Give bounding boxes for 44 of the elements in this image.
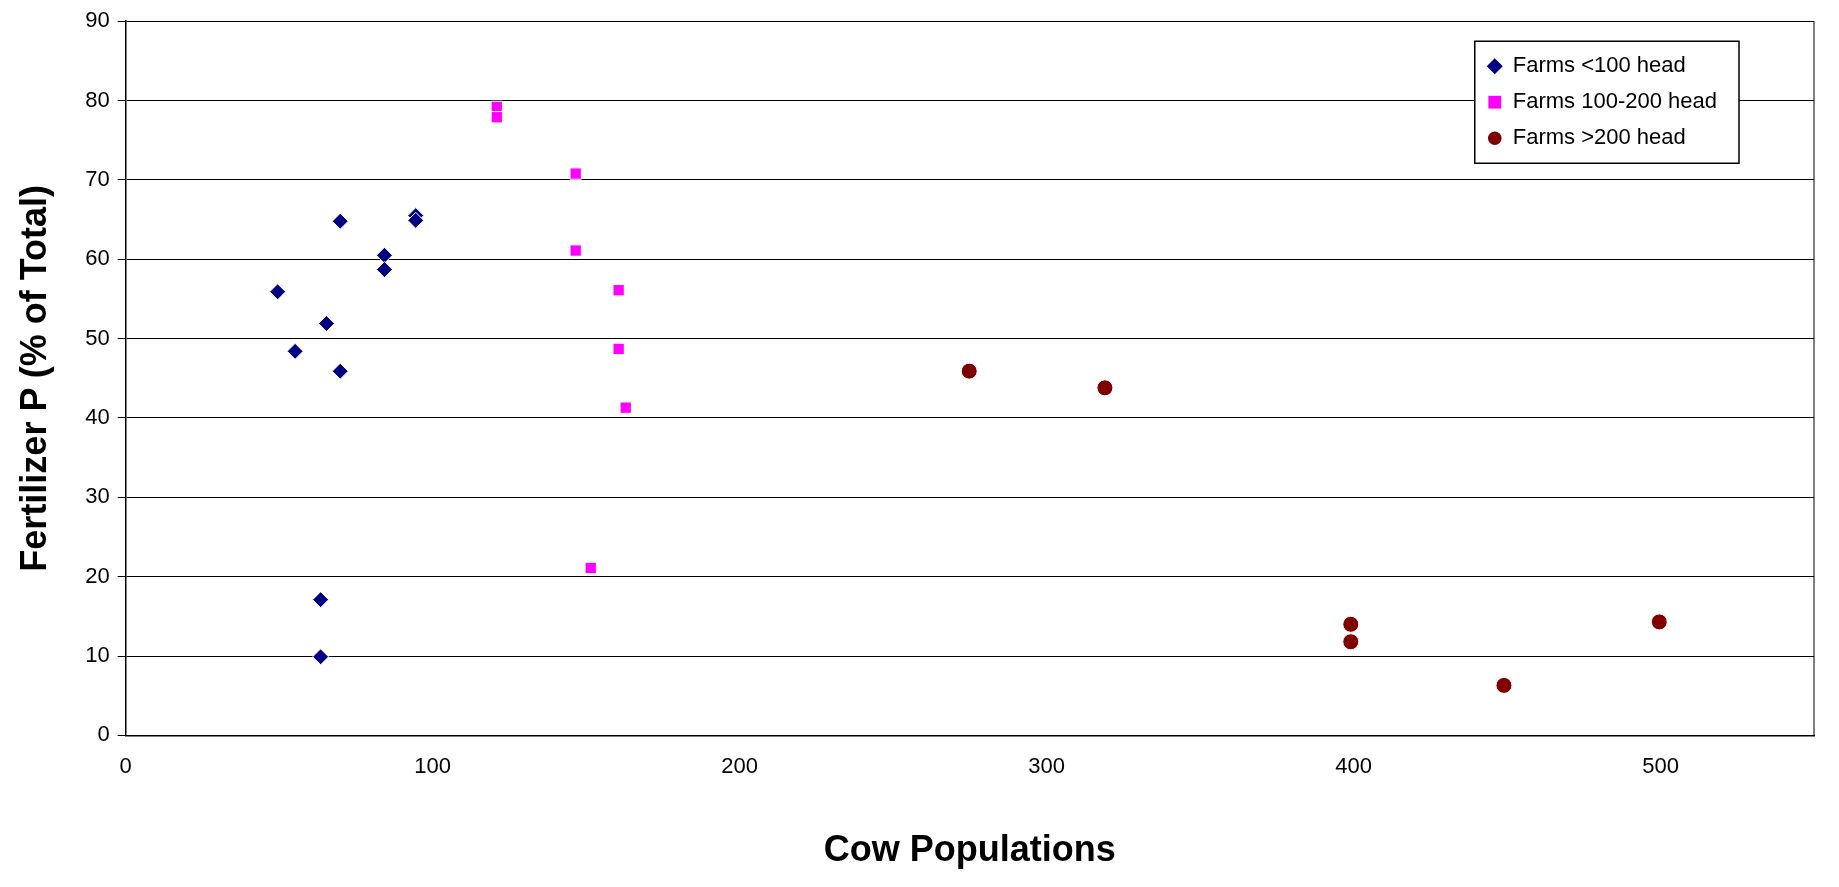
y-tick-label: 70 (85, 165, 110, 191)
point (619, 401, 632, 414)
point (1342, 633, 1360, 651)
x-tick-label: 400 (1335, 752, 1372, 778)
point (569, 244, 582, 257)
x-tick-label: 500 (1642, 752, 1679, 778)
y-tick-label: 80 (85, 86, 110, 112)
point (612, 342, 625, 356)
y-tick-label: 60 (85, 245, 110, 271)
x-axis-title: Cow Populations (823, 828, 1116, 870)
y-tick-label: 90 (85, 7, 110, 33)
point (312, 648, 330, 666)
point (375, 246, 393, 264)
point (1650, 613, 1668, 631)
x-tick-label: 100 (414, 752, 451, 778)
point (1096, 379, 1114, 397)
y-tick-label: 40 (85, 404, 110, 430)
y-tick-label: 20 (85, 562, 110, 588)
y-tick-label: 0 (97, 721, 110, 747)
point (331, 212, 349, 230)
x-tick-label: 200 (721, 752, 758, 778)
legend-label: Farms >200 head (1512, 124, 1686, 150)
x-tick-label: 0 (119, 752, 132, 778)
legend-label: Farms <100 head (1512, 52, 1686, 78)
legend-label: Farms 100-200 head (1512, 88, 1717, 114)
y-tick-label: 10 (85, 642, 110, 668)
point (1495, 676, 1513, 694)
point (286, 342, 304, 360)
point (612, 284, 625, 297)
point (312, 591, 330, 609)
y-tick-label: 50 (85, 324, 110, 350)
point (269, 283, 287, 301)
point (584, 561, 597, 575)
point (569, 167, 582, 180)
point (407, 211, 425, 229)
y-axis-title: Fertilizer P (% of Total) (12, 184, 54, 572)
point (317, 315, 335, 333)
point (490, 111, 503, 124)
point (960, 362, 978, 380)
point (1342, 615, 1360, 633)
point (375, 261, 393, 279)
x-tick-label: 300 (1028, 752, 1065, 778)
point (331, 362, 349, 380)
y-tick-label: 30 (85, 483, 110, 509)
